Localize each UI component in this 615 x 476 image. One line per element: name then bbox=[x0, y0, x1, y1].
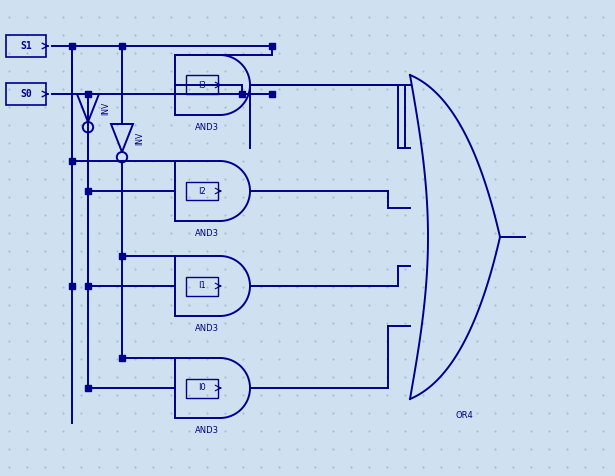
Text: AND3: AND3 bbox=[194, 324, 218, 333]
Text: OR4: OR4 bbox=[455, 411, 473, 420]
Text: I2: I2 bbox=[198, 187, 206, 196]
Text: INV: INV bbox=[135, 131, 144, 145]
Text: AND3: AND3 bbox=[194, 426, 218, 435]
Text: S0: S0 bbox=[20, 89, 32, 99]
Text: AND3: AND3 bbox=[194, 123, 218, 132]
Text: S1: S1 bbox=[20, 41, 32, 51]
Text: I3: I3 bbox=[198, 80, 206, 89]
Text: AND3: AND3 bbox=[194, 229, 218, 238]
Text: INV: INV bbox=[101, 101, 110, 115]
Text: I1: I1 bbox=[198, 281, 206, 290]
Text: I0: I0 bbox=[198, 384, 206, 393]
